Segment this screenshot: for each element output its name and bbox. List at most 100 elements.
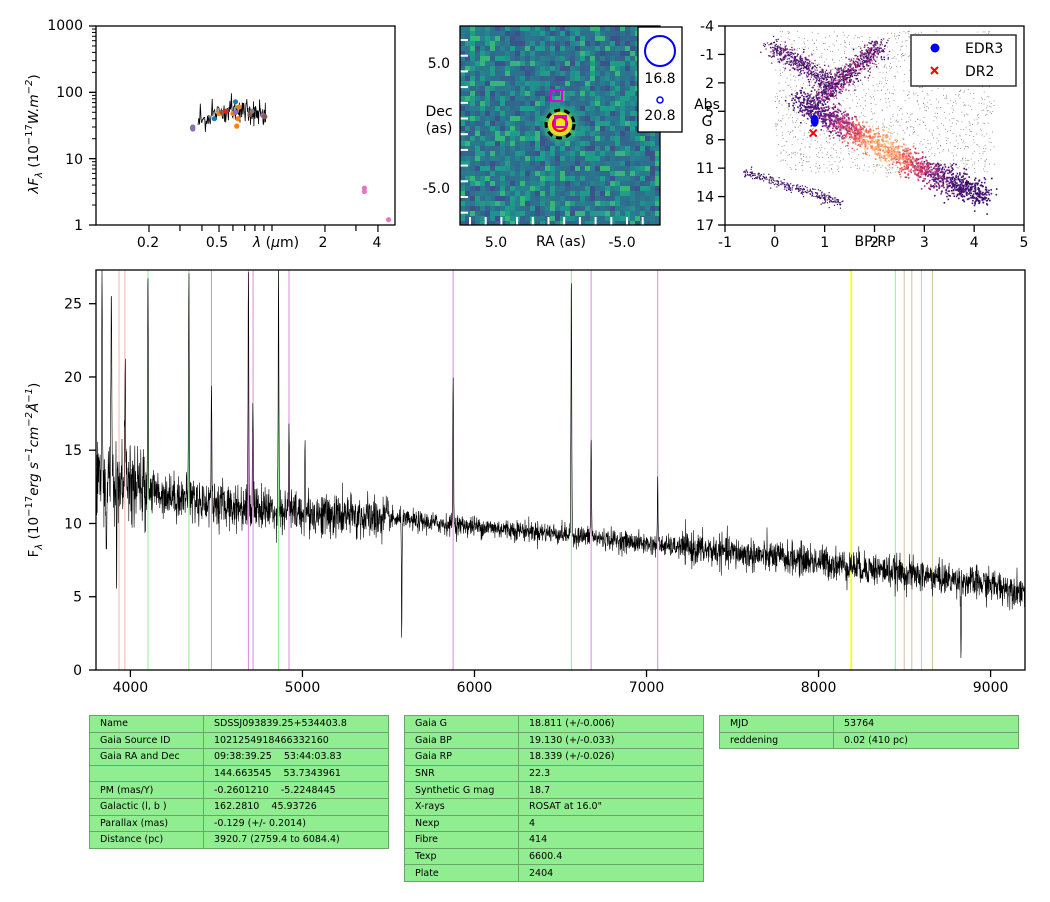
image-pixel (595, 151, 600, 156)
hrd-main-sequence-dot (845, 115, 848, 117)
hrd-main-sequence-dot (850, 126, 853, 129)
hrd-scatter-dot (834, 161, 836, 163)
hrd-main-sequence-dot (879, 152, 881, 155)
hrd-scatter-dot (787, 154, 789, 156)
hrd-main-sequence-dot (830, 131, 832, 133)
hrd-main-sequence-dot (855, 128, 858, 131)
image-pixel (550, 66, 555, 71)
image-pixel (650, 151, 655, 156)
hrd-main-sequence-dot (968, 192, 971, 194)
image-pixel (625, 26, 630, 31)
hrd-scatter-dot (790, 131, 792, 133)
image-pixel (555, 191, 560, 196)
hrd-scatter-dot (904, 100, 906, 102)
hrd-scatter-dot (865, 105, 866, 107)
image-pixel (595, 216, 600, 221)
hrd-scatter-dot (990, 149, 991, 151)
hrd-main-sequence-dot (892, 149, 895, 152)
image-pixel (470, 131, 475, 136)
hrd-main-sequence-dot (869, 134, 871, 136)
hrd-scatter-dot (894, 35, 895, 37)
hrd-scatter-dot (781, 134, 783, 136)
hrd-scatter-dot (803, 160, 804, 161)
hrd-scatter-dot (963, 91, 965, 93)
image-pixel (545, 66, 550, 71)
image-pixel (525, 56, 530, 61)
hrd-main-sequence-dot (809, 112, 812, 114)
hrd-main-sequence-dot (809, 100, 811, 102)
hrd-scatter-dot (856, 57, 858, 59)
hrd-main-sequence-dot (795, 95, 797, 97)
image-pixel (535, 186, 540, 191)
image-pixel (495, 146, 500, 151)
hrd-main-sequence-dot (871, 139, 873, 142)
image-pixel (540, 36, 545, 41)
hrd-main-sequence-dot (896, 166, 899, 169)
hrd-scatter-dot (808, 160, 810, 162)
hrd-scatter-dot (920, 87, 922, 89)
hrd-scatter-dot (964, 171, 966, 173)
hrd-scatter-dot (881, 90, 883, 92)
hrd-main-sequence-dot (943, 202, 946, 204)
hrd-main-sequence-dot (927, 170, 930, 173)
image-pixel (515, 191, 520, 196)
image-pixel (505, 126, 510, 131)
hrd-main-sequence-dot (991, 177, 993, 180)
image-pixel (585, 221, 590, 225)
hrd-scatter-dot (879, 81, 881, 82)
image-pixel (605, 216, 610, 221)
image-pixel (640, 141, 645, 146)
image-pixel (550, 191, 555, 196)
hrd-scatter-dot (927, 102, 929, 104)
hrd-main-sequence-dot (844, 110, 847, 113)
hrd-main-sequence-dot (926, 170, 928, 173)
image-pixel (470, 211, 475, 216)
hrd-main-sequence-dot (866, 154, 868, 156)
image-pixel (610, 146, 615, 151)
hrd-main-sequence-dot (974, 184, 977, 186)
hrd-scatter-dot (852, 161, 854, 163)
hrd-main-sequence-dot (859, 127, 862, 130)
hrd-scatter-dot (783, 145, 785, 147)
image-pixel (590, 191, 595, 196)
hrd-scatter-dot (939, 152, 941, 154)
hrd-main-sequence-dot (849, 132, 851, 134)
image-pixel (595, 66, 600, 71)
image-pixel (600, 141, 605, 146)
hrd-scatter-dot (815, 172, 817, 174)
hrd-main-sequence-dot (915, 168, 917, 170)
hrd-main-sequence-dot (921, 160, 923, 163)
hrd-main-sequence-dot (844, 119, 846, 122)
hrd-scatter-dot (907, 113, 908, 115)
image-pixel (610, 86, 615, 91)
hrd-scatter-dot (851, 75, 853, 77)
hrd-scatter-dot (965, 157, 966, 159)
hrd-giant-branch-dot (867, 49, 869, 52)
hrd-scatter-dot (967, 146, 968, 147)
hrd-scatter-dot (966, 164, 968, 165)
image-pixel (480, 136, 485, 141)
image-pixel (460, 51, 465, 56)
hrd-scatter-dot (873, 166, 875, 168)
image-pixel (595, 81, 600, 86)
hrd-scatter-dot (946, 143, 948, 144)
hrd-scatter-dot (840, 160, 841, 162)
image-pixel (480, 96, 485, 101)
hrd-main-sequence-dot (902, 155, 904, 157)
image-pixel (535, 46, 540, 51)
image-pixel (580, 161, 585, 166)
image-pixel (595, 211, 600, 216)
hrd-scatter-dot (894, 77, 896, 79)
hrd-main-sequence-dot (919, 171, 921, 173)
image-pixel (545, 51, 550, 56)
image-pixel (555, 146, 560, 151)
hrd-main-sequence-dot (796, 91, 798, 94)
hrd-scatter-dot (899, 125, 901, 127)
hrd-main-sequence-dot (975, 193, 978, 196)
image-pixel (490, 96, 495, 101)
hrd-scatter-dot (830, 155, 832, 157)
sed-ytick-100: 100 (56, 85, 83, 101)
hrd-main-sequence-dot (965, 194, 968, 196)
image-pixel (500, 126, 505, 131)
hrd-main-sequence-dot (807, 102, 809, 105)
